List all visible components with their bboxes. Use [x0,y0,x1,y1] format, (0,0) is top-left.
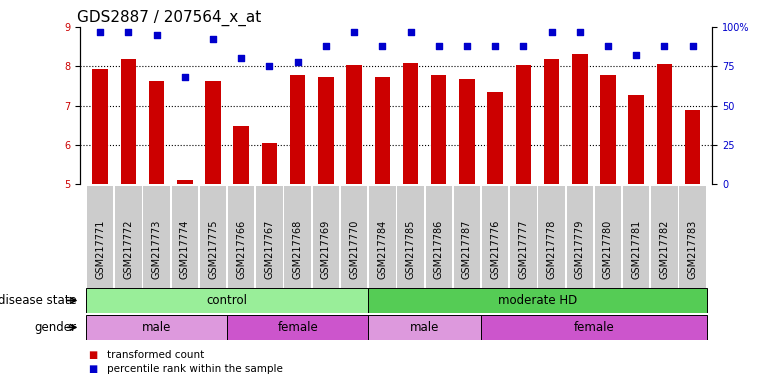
Text: GSM217783: GSM217783 [688,220,698,279]
Text: moderate HD: moderate HD [498,294,577,307]
Text: GSM217769: GSM217769 [321,220,331,279]
Text: GSM217778: GSM217778 [547,220,557,279]
Text: transformed count: transformed count [107,350,205,360]
Point [207,36,219,43]
Text: GSM217770: GSM217770 [349,220,359,279]
Text: GSM217773: GSM217773 [152,220,162,279]
Text: GSM217787: GSM217787 [462,220,472,279]
Text: GSM217771: GSM217771 [95,220,105,279]
Text: female: female [277,321,318,334]
Bar [86,315,228,340]
Text: GSM217785: GSM217785 [405,220,415,279]
Text: GSM217786: GSM217786 [434,220,444,279]
Bar [120,59,136,184]
Bar [290,75,306,184]
Text: male: male [142,321,172,334]
Bar [572,55,588,184]
Text: male: male [410,321,440,334]
Bar [86,288,368,313]
Text: GSM217776: GSM217776 [490,220,500,279]
Point [489,43,501,49]
Point [94,28,106,35]
Point [433,43,445,49]
Bar [656,64,673,184]
Point [264,63,276,70]
Text: GSM217784: GSM217784 [378,220,388,279]
Text: GSM217774: GSM217774 [180,220,190,279]
Bar [346,65,362,184]
Point [319,43,332,49]
Text: GSM217772: GSM217772 [123,220,133,279]
Point [376,43,388,49]
Bar [628,94,644,184]
Point [630,52,643,58]
Point [574,28,586,35]
Bar [516,65,531,184]
Bar [262,143,277,184]
Text: GSM217777: GSM217777 [519,220,529,279]
Bar [149,81,165,184]
Text: GSM217782: GSM217782 [660,220,669,279]
Bar [234,126,249,184]
Bar [228,315,368,340]
Text: gender: gender [34,321,77,334]
Bar [601,75,616,184]
Text: GSM217767: GSM217767 [264,220,274,279]
Text: female: female [574,321,614,334]
Text: GSM217780: GSM217780 [603,220,613,279]
Point [461,43,473,49]
Bar [368,315,481,340]
Bar [403,63,418,184]
Bar [459,79,475,184]
Bar [318,77,334,184]
Point [404,28,417,35]
Point [658,43,670,49]
Text: GSM217781: GSM217781 [631,220,641,279]
Text: GSM217779: GSM217779 [574,220,584,279]
Text: GSM217766: GSM217766 [236,220,246,279]
Bar [205,81,221,184]
Bar [375,77,390,184]
Point [123,28,135,35]
Bar [481,315,707,340]
Bar [685,110,700,184]
Point [178,74,191,80]
Text: GDS2887 / 207564_x_at: GDS2887 / 207564_x_at [77,9,261,25]
Text: GSM217775: GSM217775 [208,220,218,279]
Point [545,28,558,35]
Point [292,58,304,65]
Text: ■: ■ [88,350,97,360]
Bar [368,288,707,313]
Bar [177,180,192,184]
Point [686,43,699,49]
Point [150,32,162,38]
Bar [431,75,447,184]
Point [235,55,247,61]
Text: disease state: disease state [0,294,77,307]
Bar [93,69,108,184]
Bar [487,92,503,184]
Bar [544,59,559,184]
Point [348,28,360,35]
Text: percentile rank within the sample: percentile rank within the sample [107,364,283,374]
Text: GSM217768: GSM217768 [293,220,303,279]
Point [602,43,614,49]
Text: ■: ■ [88,364,97,374]
Point [517,43,529,49]
Text: control: control [207,294,247,307]
